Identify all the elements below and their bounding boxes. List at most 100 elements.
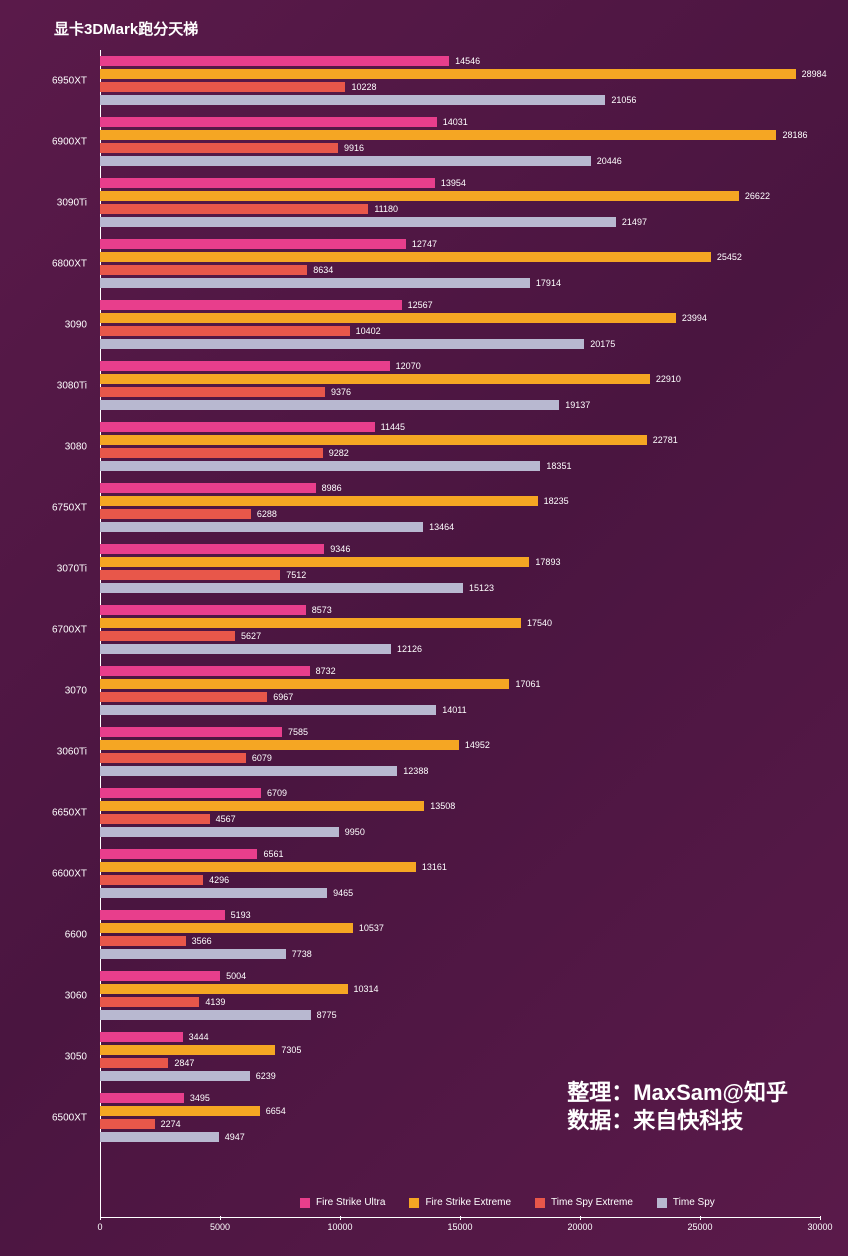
bar-value-label: 7738 xyxy=(292,949,312,959)
chart-bar xyxy=(100,56,449,66)
bar-value-label: 3566 xyxy=(192,936,212,946)
x-axis-tick-mark xyxy=(340,1216,341,1220)
y-axis-category-label: 3060 xyxy=(65,990,87,1001)
chart-bar xyxy=(100,82,345,92)
bar-value-label: 12567 xyxy=(408,300,433,310)
x-axis-tick-label: 20000 xyxy=(567,1222,592,1232)
x-axis-tick-mark xyxy=(460,1216,461,1220)
chart-bar xyxy=(100,522,423,532)
x-axis-tick-label: 25000 xyxy=(687,1222,712,1232)
bar-value-label: 4947 xyxy=(225,1132,245,1142)
chart-bar xyxy=(100,143,338,153)
chart-bar xyxy=(100,217,616,227)
bar-value-label: 15123 xyxy=(469,583,494,593)
chart-bar xyxy=(100,788,261,798)
bar-value-label: 6654 xyxy=(266,1106,286,1116)
bar-value-label: 5004 xyxy=(226,971,246,981)
y-axis-category-label: 3080 xyxy=(65,441,87,452)
chart-bar xyxy=(100,814,210,824)
bar-value-label: 9916 xyxy=(344,143,364,153)
bar-value-label: 14546 xyxy=(455,56,480,66)
x-axis-tick-mark xyxy=(700,1216,701,1220)
bar-value-label: 10402 xyxy=(356,326,381,336)
bar-value-label: 6561 xyxy=(263,849,283,859)
bar-value-label: 6079 xyxy=(252,753,272,763)
x-axis-tick-mark xyxy=(580,1216,581,1220)
y-axis-category-label: 6900XT xyxy=(52,136,87,147)
chart-bar xyxy=(100,69,796,79)
bar-value-label: 17540 xyxy=(527,618,552,628)
x-axis-tick-mark xyxy=(820,1216,821,1220)
y-axis-category-label: 6700XT xyxy=(52,624,87,635)
bar-value-label: 12747 xyxy=(412,239,437,249)
chart-bar xyxy=(100,875,203,885)
y-axis-category-label: 6800XT xyxy=(52,258,87,269)
chart-bar xyxy=(100,117,437,127)
chart-bar xyxy=(100,727,282,737)
chart-bar xyxy=(100,705,436,715)
bar-value-label: 12070 xyxy=(396,361,421,371)
chart-bar xyxy=(100,618,521,628)
chart-bar xyxy=(100,644,391,654)
credit-line: 数据：来自快科技 xyxy=(567,1107,788,1136)
x-axis-tick-label: 30000 xyxy=(807,1222,832,1232)
x-axis-tick-mark xyxy=(100,1216,101,1220)
y-axis-category-label: 6600 xyxy=(65,929,87,940)
legend-item: Time Spy xyxy=(657,1197,715,1208)
bar-value-label: 8775 xyxy=(317,1010,337,1020)
chart-bar xyxy=(100,827,339,837)
chart-bar xyxy=(100,400,559,410)
chart-bar xyxy=(100,984,348,994)
chart-bar xyxy=(100,753,246,763)
bar-value-label: 20446 xyxy=(597,156,622,166)
bar-value-label: 26622 xyxy=(745,191,770,201)
chart-bar xyxy=(100,130,776,140)
chart-bar xyxy=(100,849,257,859)
chart-bar xyxy=(100,422,375,432)
bar-value-label: 6239 xyxy=(256,1071,276,1081)
y-axis-category-label: 3060Ti xyxy=(57,746,87,757)
chart-bar xyxy=(100,740,459,750)
bar-value-label: 13954 xyxy=(441,178,466,188)
chart-bar xyxy=(100,496,538,506)
chart-bar xyxy=(100,1106,260,1116)
chart-bar xyxy=(100,204,368,214)
bar-value-label: 10537 xyxy=(359,923,384,933)
y-axis-category-label: 3090Ti xyxy=(57,197,87,208)
legend-item: Fire Strike Ultra xyxy=(300,1197,385,1208)
legend-item: Time Spy Extreme xyxy=(535,1197,633,1208)
legend-label: Time Spy xyxy=(673,1197,715,1208)
bar-value-label: 22910 xyxy=(656,374,681,384)
chart-bar xyxy=(100,387,325,397)
bar-value-label: 18351 xyxy=(546,461,571,471)
chart-bar xyxy=(100,1071,250,1081)
bar-value-label: 8634 xyxy=(313,265,333,275)
chart-bar xyxy=(100,936,186,946)
bar-value-label: 4567 xyxy=(216,814,236,824)
legend-swatch-icon xyxy=(657,1198,667,1208)
bar-value-label: 20175 xyxy=(590,339,615,349)
bar-value-label: 23994 xyxy=(682,313,707,323)
chart-bar xyxy=(100,971,220,981)
chart-bar xyxy=(100,605,306,615)
chart-bar xyxy=(100,448,323,458)
bar-value-label: 12126 xyxy=(397,644,422,654)
bar-value-label: 28984 xyxy=(802,69,827,79)
bar-value-label: 11180 xyxy=(374,204,398,214)
chart-bar xyxy=(100,679,509,689)
bar-value-label: 9950 xyxy=(345,827,365,837)
credit-line: 整理：MaxSam@知乎 xyxy=(567,1079,788,1108)
bar-value-label: 8732 xyxy=(316,666,336,676)
bar-value-label: 7305 xyxy=(281,1045,301,1055)
y-axis-category-label: 6500XT xyxy=(52,1112,87,1123)
y-axis-category-label: 3070 xyxy=(65,685,87,696)
x-axis-tick-label: 5000 xyxy=(210,1222,230,1232)
bar-value-label: 13508 xyxy=(430,801,455,811)
y-axis-category-label: 3080Ti xyxy=(57,380,87,391)
y-axis-category-label: 6750XT xyxy=(52,502,87,513)
legend-swatch-icon xyxy=(535,1198,545,1208)
bar-value-label: 5193 xyxy=(231,910,251,920)
chart-bar xyxy=(100,692,267,702)
bar-value-label: 21497 xyxy=(622,217,647,227)
legend-label: Fire Strike Ultra xyxy=(316,1197,385,1208)
